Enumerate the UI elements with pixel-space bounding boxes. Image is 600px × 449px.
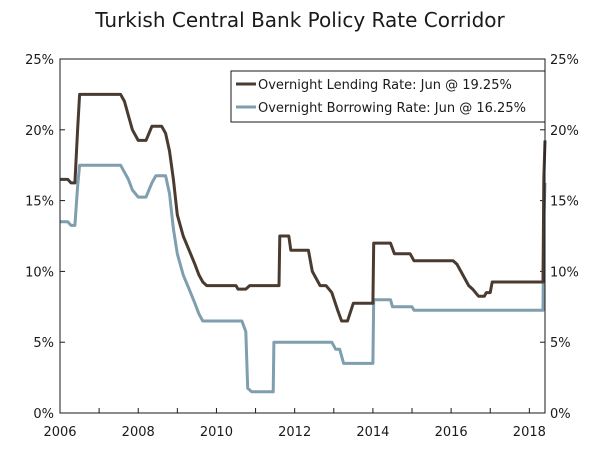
- borrowing-rate-line: [60, 163, 547, 394]
- x-tick-label: 2014: [356, 425, 389, 440]
- y-tick-label-left: 0%: [33, 407, 54, 422]
- legend: Overnight Lending Rate: Jun @ 19.25% Ove…: [230, 70, 546, 123]
- y-tick-label-left: 15%: [25, 195, 54, 210]
- legend-box: [230, 70, 546, 123]
- right-y-axis-ticks: 0% 5% 10% 15% 20% 25%: [540, 53, 579, 422]
- chart-title: Turkish Central Bank Policy Rate Corrido…: [94, 8, 505, 32]
- legend-label-borrowing: Overnight Borrowing Rate: Jun @ 16.25%: [258, 101, 526, 116]
- y-tick-label-left: 5%: [33, 336, 54, 351]
- plot-area-frame: [59, 58, 546, 414]
- x-tick-label: 2010: [200, 425, 233, 440]
- y-tick-label-right: 5%: [550, 336, 571, 351]
- y-tick-label-left: 10%: [25, 265, 54, 280]
- x-tick-label: 2018: [513, 425, 546, 440]
- series-lines: [60, 92, 547, 394]
- y-tick-label-right: 0%: [550, 407, 571, 422]
- y-tick-label-right: 20%: [550, 124, 579, 139]
- x-tick-label: 2012: [278, 425, 311, 440]
- left-y-axis-ticks: 0% 5% 10% 15% 20% 25%: [25, 53, 65, 422]
- x-tick-label: 2016: [435, 425, 468, 440]
- y-tick-label-right: 25%: [550, 53, 579, 68]
- y-tick-label-right: 15%: [550, 195, 579, 210]
- y-tick-label-left: 25%: [25, 53, 54, 68]
- y-tick-label-right: 10%: [550, 265, 579, 280]
- legend-label-lending: Overnight Lending Rate: Jun @ 19.25%: [258, 78, 512, 93]
- y-tick-label-left: 20%: [25, 124, 54, 139]
- x-tick-label: 2006: [43, 425, 76, 440]
- lending-rate-line: [60, 92, 547, 323]
- x-tick-label: 2008: [122, 425, 155, 440]
